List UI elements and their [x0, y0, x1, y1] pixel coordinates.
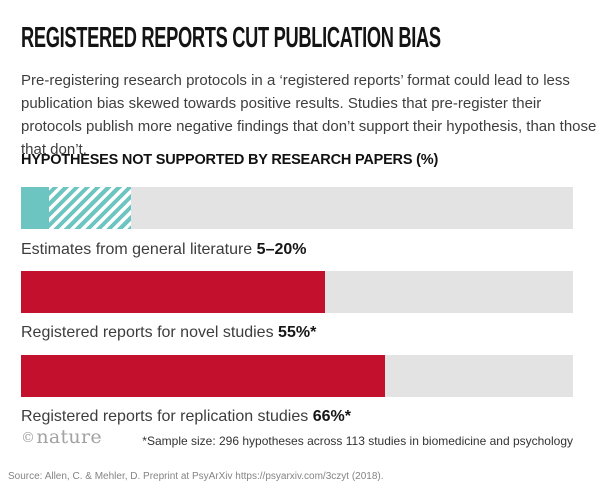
bar-track-general-literature [21, 187, 573, 229]
bar-label-general-literature: Estimates from general literature 5–20% [21, 240, 581, 260]
bar-fill-replication-studies [21, 355, 386, 397]
bar-value: 55%* [278, 324, 317, 341]
bar-fill-novel-studies [21, 271, 325, 313]
bar-label-text: Registered reports for replication studi… [21, 408, 309, 425]
page-title: REGISTERED REPORTS CUT PUBLICATION BIAS [21, 23, 603, 53]
bar-label-text: Estimates from general literature [21, 241, 253, 258]
copyright-icon: © [21, 430, 36, 446]
nature-logo-text: nature [36, 426, 102, 448]
bar-label-novel-studies: Registered reports for novel studies 55%* [21, 323, 581, 343]
bar-label-text: Registered reports for novel studies [21, 324, 274, 341]
bar-fill-general-literature-min-solid [21, 187, 49, 229]
bar-value: 66%* [312, 408, 351, 425]
bar-track-replication-studies [21, 355, 573, 397]
bar-track-novel-studies [21, 271, 573, 313]
bar-value: 5–20% [256, 241, 307, 258]
description-text: Pre-registering research protocols in a … [21, 72, 597, 158]
sample-size-footnote: *Sample size: 296 hypotheses across 113 … [142, 434, 573, 448]
page-title-text: REGISTERED REPORTS CUT PUBLICATION BIAS [21, 22, 441, 54]
bar-label-replication-studies: Registered reports for replication studi… [21, 407, 581, 427]
chart-title: HYPOTHESES NOT SUPPORTED BY RESEARCH PAP… [21, 152, 439, 168]
nature-logo: ©nature [21, 428, 102, 448]
source-citation: Source: Allen, C. & Mehler, D. Preprint … [8, 471, 384, 482]
